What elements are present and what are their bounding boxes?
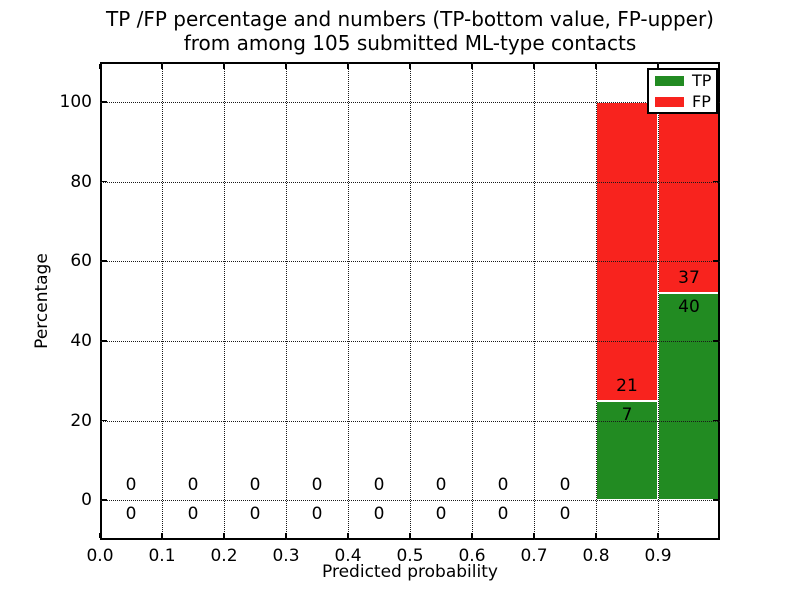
y-tick-mark-right [713,260,718,262]
x-tick-mark-top [595,64,597,69]
y-tick-label: 40 [70,330,92,351]
gridline-vertical [162,62,163,540]
gridline-horizontal [100,101,720,103]
x-tick-label: 0.9 [644,546,672,566]
fp-count-label: 0 [249,475,261,496]
fp-count-label: 0 [559,475,571,496]
bar-tp-segment [596,400,658,501]
x-tick-label: 0.1 [148,546,176,566]
tp-count-label: 40 [678,297,700,318]
x-tick-mark [657,533,659,538]
x-tick-mark [347,533,349,538]
legend-item-fp: FP [649,91,716,111]
tp-color-swatch [655,75,684,86]
y-tick-mark-right [713,340,718,342]
fp-count-label: 21 [616,375,638,396]
tp-count-label: 0 [497,504,509,525]
fp-count-label: 0 [497,475,509,496]
gridline-vertical [472,62,473,540]
y-tick-label: 100 [59,91,92,112]
x-tick-mark-top [471,64,473,69]
y-tick-mark [102,499,107,501]
x-tick-label: 0.8 [582,546,610,566]
fp-color-swatch [655,96,684,107]
y-tick-mark [102,340,107,342]
gridline-horizontal [100,420,720,422]
gridline-vertical [596,62,597,540]
fp-count-label: 0 [125,475,137,496]
tp-count-label: 0 [311,504,323,525]
gridline-horizontal [100,500,720,502]
y-tick-label: 60 [70,251,92,272]
x-tick-label: 0.4 [334,546,362,566]
x-tick-mark-top [533,64,535,69]
y-tick-mark [102,419,107,422]
x-tick-label: 0.5 [396,546,424,566]
x-tick-mark [471,533,473,538]
chart-title: TP /FP percentage and numbers (TP-bottom… [100,7,720,55]
x-tick-mark [409,533,411,538]
y-axis-label: Percentage [32,253,52,349]
fp-count-label: 37 [678,268,700,289]
x-tick-mark [223,533,225,538]
y-tick-mark [102,101,107,103]
tp-count-label: 0 [187,504,199,525]
tp-count-label: 0 [559,504,571,525]
chart-title-line2: from among 105 submitted ML-type contact… [183,31,637,55]
fp-count-label: 0 [373,475,385,496]
y-tick-mark [102,260,107,262]
bar-tp-segment [658,293,720,501]
gridline-vertical [224,62,225,540]
gridline-vertical [286,62,287,540]
y-tick-mark-right [713,419,718,422]
tp-count-label: 0 [249,504,261,525]
tp-count-label: 7 [621,404,633,425]
tp-count-label: 0 [435,504,447,525]
fp-count-label: 0 [311,475,323,496]
gridline-vertical [658,62,659,540]
x-tick-mark-top [285,64,287,69]
x-tick-mark-top [657,64,659,69]
x-tick-mark-top [161,64,163,69]
tp-count-label: 0 [373,504,385,525]
x-tick-mark-top [347,64,349,69]
x-tick-mark [161,533,163,538]
x-tick-mark [533,533,535,538]
gridline-vertical [410,62,411,540]
gridline-horizontal [100,261,720,263]
y-tick-label: 0 [81,490,92,511]
gridline-vertical [348,62,349,540]
chart-title-line1: TP /FP percentage and numbers (TP-bottom… [106,7,714,31]
legend: TP FP [647,68,718,114]
tp-count-label: 0 [125,504,137,525]
x-axis-label: Predicted probability [322,562,498,582]
x-tick-mark [99,533,101,538]
fp-count-label: 0 [435,475,447,496]
gridline-horizontal [100,340,720,342]
y-tick-label: 80 [70,171,92,192]
x-tick-label: 0.0 [86,546,114,566]
legend-label-fp: FP [692,91,711,111]
x-tick-mark-top [223,64,225,69]
legend-label-tp: TP [692,70,712,90]
fp-count-label: 0 [187,475,199,496]
gridline-vertical [534,62,535,540]
gridline-horizontal [100,181,720,183]
x-tick-mark [285,533,287,538]
x-tick-mark [595,533,597,538]
x-tick-label: 0.6 [458,546,486,566]
y-tick-mark-right [713,180,718,183]
y-tick-mark-right [713,499,718,501]
y-tick-mark [102,180,107,183]
x-tick-label: 0.3 [272,546,300,566]
legend-item-tp: TP [649,70,716,90]
y-tick-label: 20 [70,410,92,431]
x-tick-label: 0.7 [520,546,548,566]
x-tick-mark-top [409,64,411,69]
x-tick-mark-top [99,64,101,69]
x-tick-label: 0.2 [210,546,238,566]
